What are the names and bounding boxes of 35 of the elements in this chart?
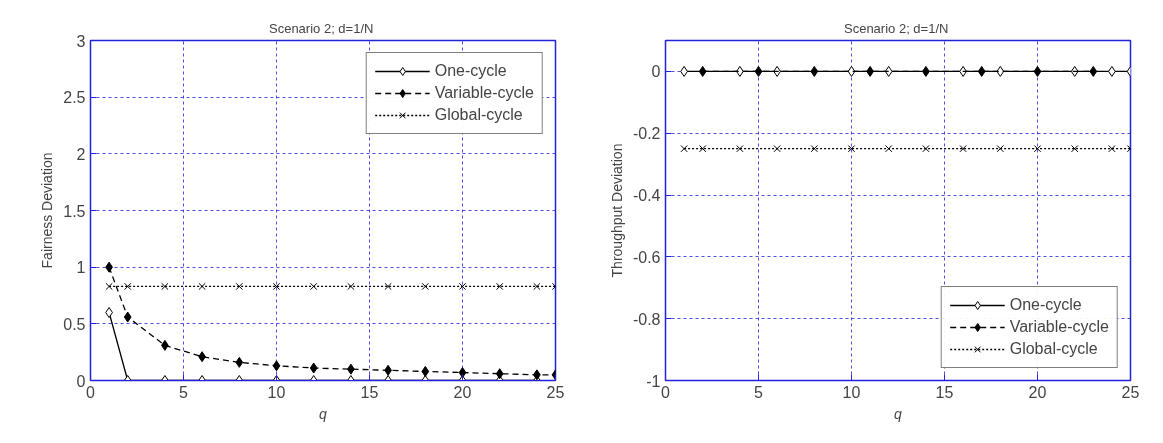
x-tick-label: 5 <box>179 383 189 401</box>
y-tick-label: 1 <box>76 259 86 277</box>
legend-label: Variable-cycle <box>1009 318 1109 336</box>
x-axis-title: q <box>319 405 328 422</box>
y-tick-label: 2.5 <box>63 89 86 107</box>
chart-title: Scenario 2; d=1/N <box>268 20 374 36</box>
x-tick-label: 20 <box>1028 383 1047 401</box>
x-tick-label: 10 <box>842 383 861 401</box>
chart-title: Scenario 2; d=1/N <box>843 20 949 36</box>
legend-label: One-cycle <box>434 62 507 80</box>
x-tick-label: 20 <box>453 383 472 401</box>
y-axis-title: Throughput Deviation <box>608 143 625 278</box>
y-axis-title: Fairness Deviation <box>39 152 56 269</box>
y-tick-label: -0.4 <box>632 187 661 205</box>
y-tick-label: 0 <box>76 372 86 390</box>
y-tick-label: -1 <box>646 372 661 390</box>
x-tick-label: 15 <box>360 383 379 401</box>
x-tick-label: 15 <box>935 383 954 401</box>
y-tick-label: 3 <box>76 32 86 50</box>
y-tick-label: 0.5 <box>63 315 86 333</box>
x-tick-label: 25 <box>546 383 565 401</box>
legend-label: Global-cycle <box>1009 340 1098 358</box>
x-tick-label: 10 <box>267 383 286 401</box>
y-tick-label: 0 <box>651 63 661 81</box>
y-tick-label: -0.2 <box>632 125 661 143</box>
x-axis-title: q <box>894 405 903 422</box>
legend-label: Variable-cycle <box>434 84 534 102</box>
x-tick-label: 25 <box>1121 383 1140 401</box>
y-tick-label: 1.5 <box>63 202 86 220</box>
y-tick-label: -0.6 <box>632 248 661 266</box>
y-tick-label: 2 <box>76 145 86 163</box>
y-tick-label: -0.8 <box>632 310 661 328</box>
x-tick-label: 5 <box>754 383 764 401</box>
legend-label: One-cycle <box>1009 296 1082 314</box>
legend-label: Global-cycle <box>434 106 523 124</box>
